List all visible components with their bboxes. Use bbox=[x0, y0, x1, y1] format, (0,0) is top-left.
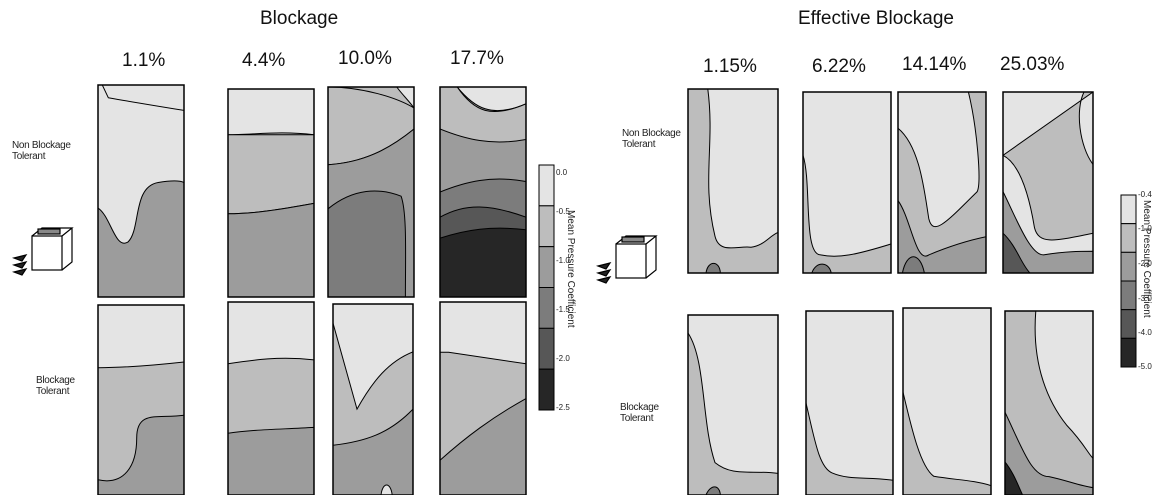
left-colorbar-tick-5: -2.0 bbox=[556, 354, 570, 363]
left-colorbar-tick-1: 0.0 bbox=[556, 168, 568, 177]
left-column-label-1: 1.1% bbox=[122, 50, 166, 71]
left-top-contour-panel-4 bbox=[439, 86, 527, 298]
right-top-contour-panel-4 bbox=[1002, 91, 1094, 274]
right-column-label-3: 14.14% bbox=[902, 54, 967, 75]
building-wind-icon-right bbox=[595, 235, 658, 284]
right-title: Effective Blockage bbox=[798, 8, 954, 29]
left-bottom-contour-panel-3 bbox=[332, 303, 414, 495]
left-column-label-4: 17.7% bbox=[450, 48, 504, 69]
left-bottom-contour-panel-2 bbox=[227, 301, 315, 495]
right-colorbar-tick-2: -1.0 bbox=[1138, 224, 1152, 233]
right-bottom-contour-panel-2 bbox=[805, 310, 894, 495]
left-top-contour-panel-3 bbox=[327, 86, 415, 298]
left-title: Blockage bbox=[260, 8, 339, 29]
right-colorbar-tick-4: -3.0 bbox=[1138, 294, 1152, 303]
left-row-label-top: Non Blockage Tolerant bbox=[12, 140, 71, 162]
left-row-top-line-2: Tolerant bbox=[12, 151, 46, 162]
right-colorbar-tick-3: -2.0 bbox=[1138, 259, 1152, 268]
right-column-label-2: 6.22% bbox=[812, 56, 866, 77]
right-column-label-4: 25.03% bbox=[1000, 54, 1065, 75]
right-row-bottom-line-2: Tolerant bbox=[620, 413, 654, 424]
left-colorbar bbox=[538, 164, 555, 411]
left-top-contour-panel-1 bbox=[97, 84, 185, 298]
right-top-contour-panel-1 bbox=[687, 88, 779, 274]
right-bottom-contour-panel-4 bbox=[1004, 310, 1094, 495]
left-bottom-contour-panel-4 bbox=[439, 301, 527, 495]
right-top-contour-panel-3 bbox=[897, 91, 987, 274]
right-colorbar-tick-1: -0.4 bbox=[1138, 190, 1152, 199]
left-colorbar-tick-6: -2.5 bbox=[556, 403, 570, 412]
left-colorbar-tick-3: -1.0 bbox=[556, 256, 570, 265]
left-column-label-2: 4.4% bbox=[242, 50, 286, 71]
right-top-contour-panel-2 bbox=[802, 91, 892, 274]
left-row-bottom-line-2: Tolerant bbox=[36, 386, 70, 397]
left-bottom-contour-panel-1 bbox=[97, 304, 185, 495]
right-row-label-top: Non Blockage Tolerant bbox=[622, 128, 681, 150]
right-colorbar-tick-6: -5.0 bbox=[1138, 362, 1152, 371]
left-colorbar-tick-4: -1.5 bbox=[556, 305, 570, 314]
right-bottom-contour-panel-3 bbox=[902, 307, 992, 495]
left-row-label-bottom: Blockage Tolerant bbox=[36, 375, 75, 397]
left-top-contour-panel-2 bbox=[227, 88, 315, 298]
right-colorbar bbox=[1120, 194, 1137, 368]
right-colorbar-tick-5: -4.0 bbox=[1138, 328, 1152, 337]
right-row-top-line-1: Non Blockage bbox=[622, 128, 681, 139]
right-column-label-1: 1.15% bbox=[703, 56, 757, 77]
left-row-top-line-1: Non Blockage bbox=[12, 140, 71, 151]
left-row-bottom-line-1: Blockage bbox=[36, 375, 75, 386]
left-colorbar-tick-2: -0.5 bbox=[556, 207, 570, 216]
building-wind-icon-left bbox=[11, 227, 74, 276]
right-row-label-bottom: Blockage Tolerant bbox=[620, 402, 659, 424]
left-column-label-3: 10.0% bbox=[338, 48, 392, 69]
right-bottom-contour-panel-1 bbox=[687, 314, 779, 495]
right-row-top-line-2: Tolerant bbox=[622, 139, 656, 150]
right-row-bottom-line-1: Blockage bbox=[620, 402, 659, 413]
